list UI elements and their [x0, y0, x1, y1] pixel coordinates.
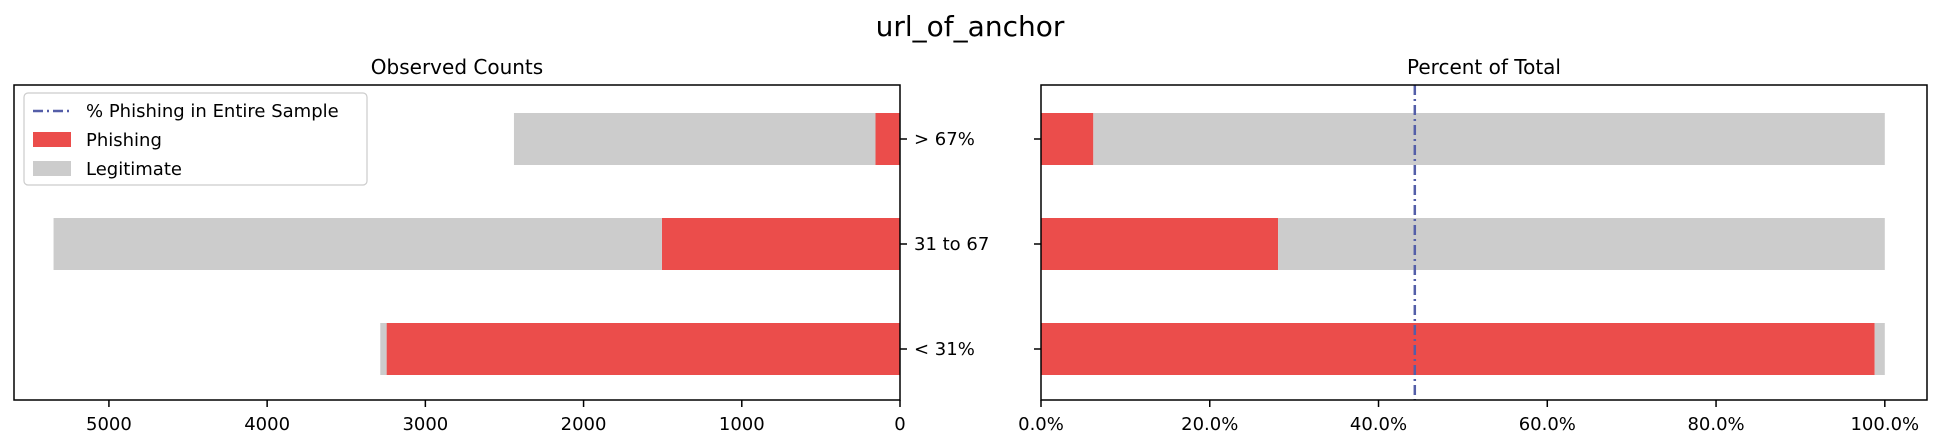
percent-of-total-bar-31-phishing: [1041, 323, 1875, 375]
percent-of-total-bar-31-to-67-phishing: [1041, 218, 1279, 270]
legend-label-phishing: Phishing: [86, 130, 162, 151]
percent-of-total-x-tick-label: 60.0%: [1519, 414, 1576, 435]
legend-box: [23, 92, 368, 186]
percent-of-total-bar-31-to-67-legitimate: [1278, 218, 1885, 270]
observed-counts-y-tick-label: 31 to 67: [914, 234, 989, 255]
observed-counts-bars: [53, 113, 901, 375]
percent-of-total-y-axis: [1034, 138, 1041, 350]
legend: % Phishing in Entire Sample Phishing Leg…: [23, 92, 368, 186]
observed-counts-x-tick-label: 5000: [86, 414, 132, 435]
legend-legitimate-swatch: [33, 161, 71, 176]
observed-counts-x-tick-label: 2000: [561, 414, 607, 435]
observed-counts-x-tick-label: 4000: [244, 414, 290, 435]
percent-of-total-x-tick-label: 40.0%: [1350, 414, 1407, 435]
percent-of-total-x-tick-label: 80.0%: [1687, 414, 1744, 435]
percent-of-total-x-tick-label: 100.0%: [1850, 414, 1919, 435]
percent-of-total-bars: [1041, 113, 1885, 375]
legend-label-legitimate: Legitimate: [86, 159, 182, 180]
observed-counts-x-axis: 5000 4000 3000 2000 1000 0: [86, 400, 906, 435]
observed-counts-y-tick-label: < 31%: [914, 339, 975, 360]
observed-counts-y-tick-label: > 67%: [914, 129, 975, 150]
percent-of-total-panel: Percent of Total 0.0% 20.0% 40.0% 60.0% 80.0…: [1018, 55, 1928, 435]
observed-counts-panel: Observed Counts 5000 4000 3000 2000 1000 0 > …: [13, 55, 989, 435]
percent-of-total-x-tick-label: 20.0%: [1181, 414, 1238, 435]
percent-of-total-x-axis: 0.0% 20.0% 40.0% 60.0% 80.0% 100.0%: [1018, 400, 1919, 435]
percent-of-total-x-tick-label: 0.0%: [1018, 414, 1064, 435]
observed-counts-bar-67-phishing: [875, 113, 900, 165]
observed-counts-bar-31-to-67-legitimate: [53, 218, 662, 270]
figure-title: url_of_anchor: [876, 10, 1065, 43]
percent-of-total-bar-67-legitimate: [1093, 113, 1885, 165]
observed-counts-frame: [13, 84, 901, 401]
observed-counts-bar-31-to-67-phishing: [661, 218, 900, 270]
observed-counts-bar-31-phishing: [386, 323, 901, 375]
percent-of-total-bar-67-phishing: [1041, 113, 1094, 165]
observed-counts-y-axis: > 67% 31 to 67 < 31%: [900, 129, 989, 360]
observed-counts-x-tick-label: 1000: [719, 414, 765, 435]
observed-counts-title: Observed Counts: [371, 55, 543, 79]
legend-phishing-swatch: [33, 132, 71, 147]
observed-counts-bar-31-legitimate: [380, 323, 387, 375]
observed-counts-x-tick-label: 0: [894, 414, 905, 435]
percent-of-total-bar-31-legitimate: [1874, 323, 1885, 375]
percent-of-total-frame: [1040, 84, 1928, 401]
observed-counts-x-tick-label: 3000: [402, 414, 448, 435]
observed-counts-bar-67-legitimate: [513, 113, 876, 165]
percent-of-total-title: Percent of Total: [1407, 55, 1561, 79]
legend-label-reference: % Phishing in Entire Sample: [86, 101, 339, 122]
